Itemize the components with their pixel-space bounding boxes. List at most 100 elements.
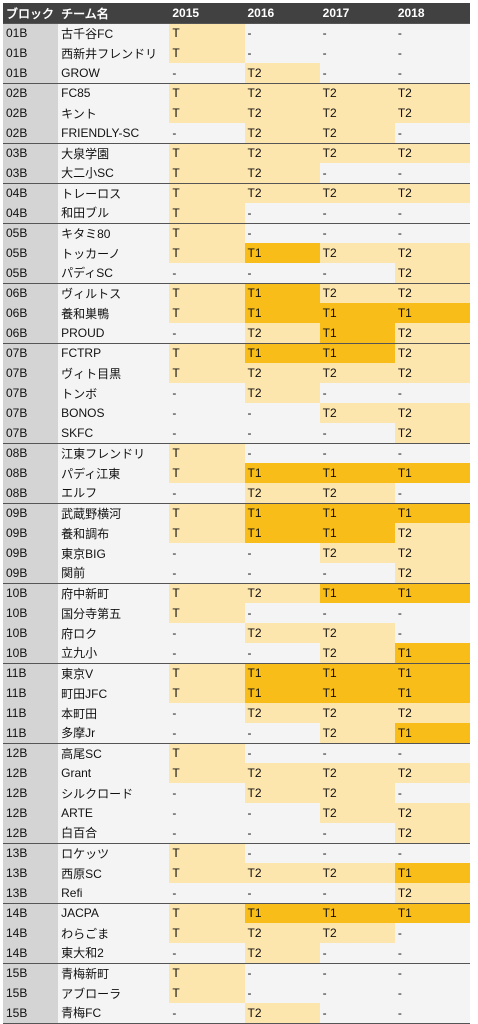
year-cell-2015: T xyxy=(169,203,245,223)
year-cell-2017: T2 xyxy=(319,282,395,303)
year-cell-2016: - xyxy=(244,803,320,823)
team-cell: トンボ xyxy=(58,383,170,403)
year-cell-2018: - xyxy=(394,783,470,803)
block-cell: 05B xyxy=(3,263,59,283)
results-table-container: ブロック チーム名 2015 2016 2017 2018 01B 古千谷FC T -… xyxy=(3,3,470,1024)
team-cell: パディ江東 xyxy=(58,463,170,483)
year-cell-2018: T2 xyxy=(394,883,470,903)
year-cell-2017: - xyxy=(319,883,395,903)
team-cell: 大二小SC xyxy=(58,163,170,183)
year-cell-2015: T xyxy=(169,103,245,123)
table-row: 09B 東京BIG - - T2 T2 xyxy=(3,543,470,563)
block-cell: 07B xyxy=(3,383,59,403)
team-cell: 国分寺第五 xyxy=(58,603,170,623)
year-cell-2017: T1 xyxy=(319,303,395,323)
team-cell: 青梅FC xyxy=(58,1003,170,1024)
year-cell-2018: - xyxy=(394,63,470,83)
table-row: 03B 大泉学園 T T2 T2 T2 xyxy=(3,142,470,163)
results-table: ブロック チーム名 2015 2016 2017 2018 01B 古千谷FC T -… xyxy=(3,3,470,1024)
year-cell-2016: - xyxy=(244,883,320,903)
table-row: 10B 国分寺第五 T - - - xyxy=(3,603,470,623)
year-cell-2016: T1 xyxy=(244,303,320,323)
year-cell-2015: T xyxy=(169,282,245,303)
team-cell: ヴィルトス xyxy=(58,282,170,303)
year-cell-2017: T2 xyxy=(319,142,395,163)
table-row: 15B アブローラ T - - - xyxy=(3,983,470,1003)
year-cell-2018: T1 xyxy=(394,863,470,883)
year-cell-2016: T1 xyxy=(244,502,320,523)
year-cell-2018: T2 xyxy=(394,142,470,163)
year-cell-2015: T xyxy=(169,363,245,383)
year-cell-2016: T2 xyxy=(244,323,320,343)
year-cell-2018: T2 xyxy=(394,543,470,563)
year-cell-2016: T2 xyxy=(244,163,320,183)
team-cell: ヴィト目黒 xyxy=(58,363,170,383)
year-cell-2017: T2 xyxy=(319,123,395,143)
table-row: 01B 西新井フレンドリ T - - - xyxy=(3,43,470,63)
block-cell: 13B xyxy=(3,842,59,863)
table-row: 02B FRIENDLY-SC - T2 T2- xyxy=(3,123,470,143)
table-row: 05B パディSC - - - T2 xyxy=(3,263,470,283)
year-cell-2016: T1 xyxy=(244,662,320,683)
year-cell-2015: - xyxy=(169,63,245,83)
team-cell: キント xyxy=(58,103,170,123)
team-cell: 府中新町 xyxy=(58,582,170,603)
year-cell-2018: T2 xyxy=(394,323,470,343)
year-cell-2018: - xyxy=(394,222,470,243)
year-cell-2015: T xyxy=(169,182,245,203)
year-cell-2017: - xyxy=(319,823,395,843)
team-cell: 東京BIG xyxy=(58,543,170,563)
table-row: 04B トレーロス T T2 T2 T2 xyxy=(3,182,470,203)
year-cell-2016: T2 xyxy=(244,383,320,403)
team-cell: トッカーノ xyxy=(58,243,170,263)
team-cell: ARTE xyxy=(58,803,170,823)
table-row: 07B FCTRP T T1 T1 T2 xyxy=(3,342,470,363)
year-cell-2017: T1 xyxy=(319,323,395,343)
year-cell-2015: T xyxy=(169,523,245,543)
block-cell: 05B xyxy=(3,243,59,263)
year-cell-2017: - xyxy=(319,43,395,63)
block-cell: 10B xyxy=(3,623,59,643)
table-row: 05B トッカーノ T T1 T2 T2 xyxy=(3,243,470,263)
block-cell: 01B xyxy=(3,22,59,43)
block-cell: 14B xyxy=(3,923,59,943)
year-cell-2018: T2 xyxy=(394,82,470,103)
year-cell-2017: - xyxy=(319,842,395,863)
year-cell-2018: - xyxy=(394,123,470,143)
team-cell: パディSC xyxy=(58,263,170,283)
year-cell-2015: - xyxy=(169,383,245,403)
block-cell: 15B xyxy=(3,983,59,1003)
team-cell: 江東フレンドリ xyxy=(58,442,170,463)
year-cell-2017: - xyxy=(319,63,395,83)
year-cell-2015: - xyxy=(169,323,245,343)
year-cell-2015: - xyxy=(169,643,245,663)
year-cell-2015: - xyxy=(169,803,245,823)
team-cell: 養和調布 xyxy=(58,523,170,543)
block-cell: 07B xyxy=(3,423,59,443)
year-cell-2016: - xyxy=(244,563,320,583)
year-cell-2015: - xyxy=(169,403,245,423)
year-cell-2015: T xyxy=(169,962,245,983)
block-cell: 06B xyxy=(3,303,59,323)
team-cell: シルクロード xyxy=(58,783,170,803)
block-cell: 10B xyxy=(3,643,59,663)
year-cell-2016: - xyxy=(244,423,320,443)
year-cell-2016: - xyxy=(244,983,320,1003)
table-row: 10B 府ロク - T2 T2- xyxy=(3,623,470,643)
year-cell-2016: - xyxy=(244,962,320,983)
year-cell-2018: - xyxy=(394,983,470,1003)
block-cell: 12B xyxy=(3,742,59,763)
year-cell-2016: T2 xyxy=(244,483,320,503)
block-cell: 10B xyxy=(3,582,59,603)
year-cell-2015: T xyxy=(169,842,245,863)
block-cell: 11B xyxy=(3,703,59,723)
team-cell: GROW xyxy=(58,63,170,83)
year-cell-2017: T1 xyxy=(319,683,395,703)
year-cell-2015: T xyxy=(169,902,245,923)
year-cell-2015: T xyxy=(169,243,245,263)
team-cell: 大泉学園 xyxy=(58,142,170,163)
year-cell-2018: T2 xyxy=(394,403,470,423)
table-row: 01B GROW - T2- - xyxy=(3,63,470,83)
year-cell-2016: T2 xyxy=(244,142,320,163)
year-cell-2018: - xyxy=(394,943,470,963)
